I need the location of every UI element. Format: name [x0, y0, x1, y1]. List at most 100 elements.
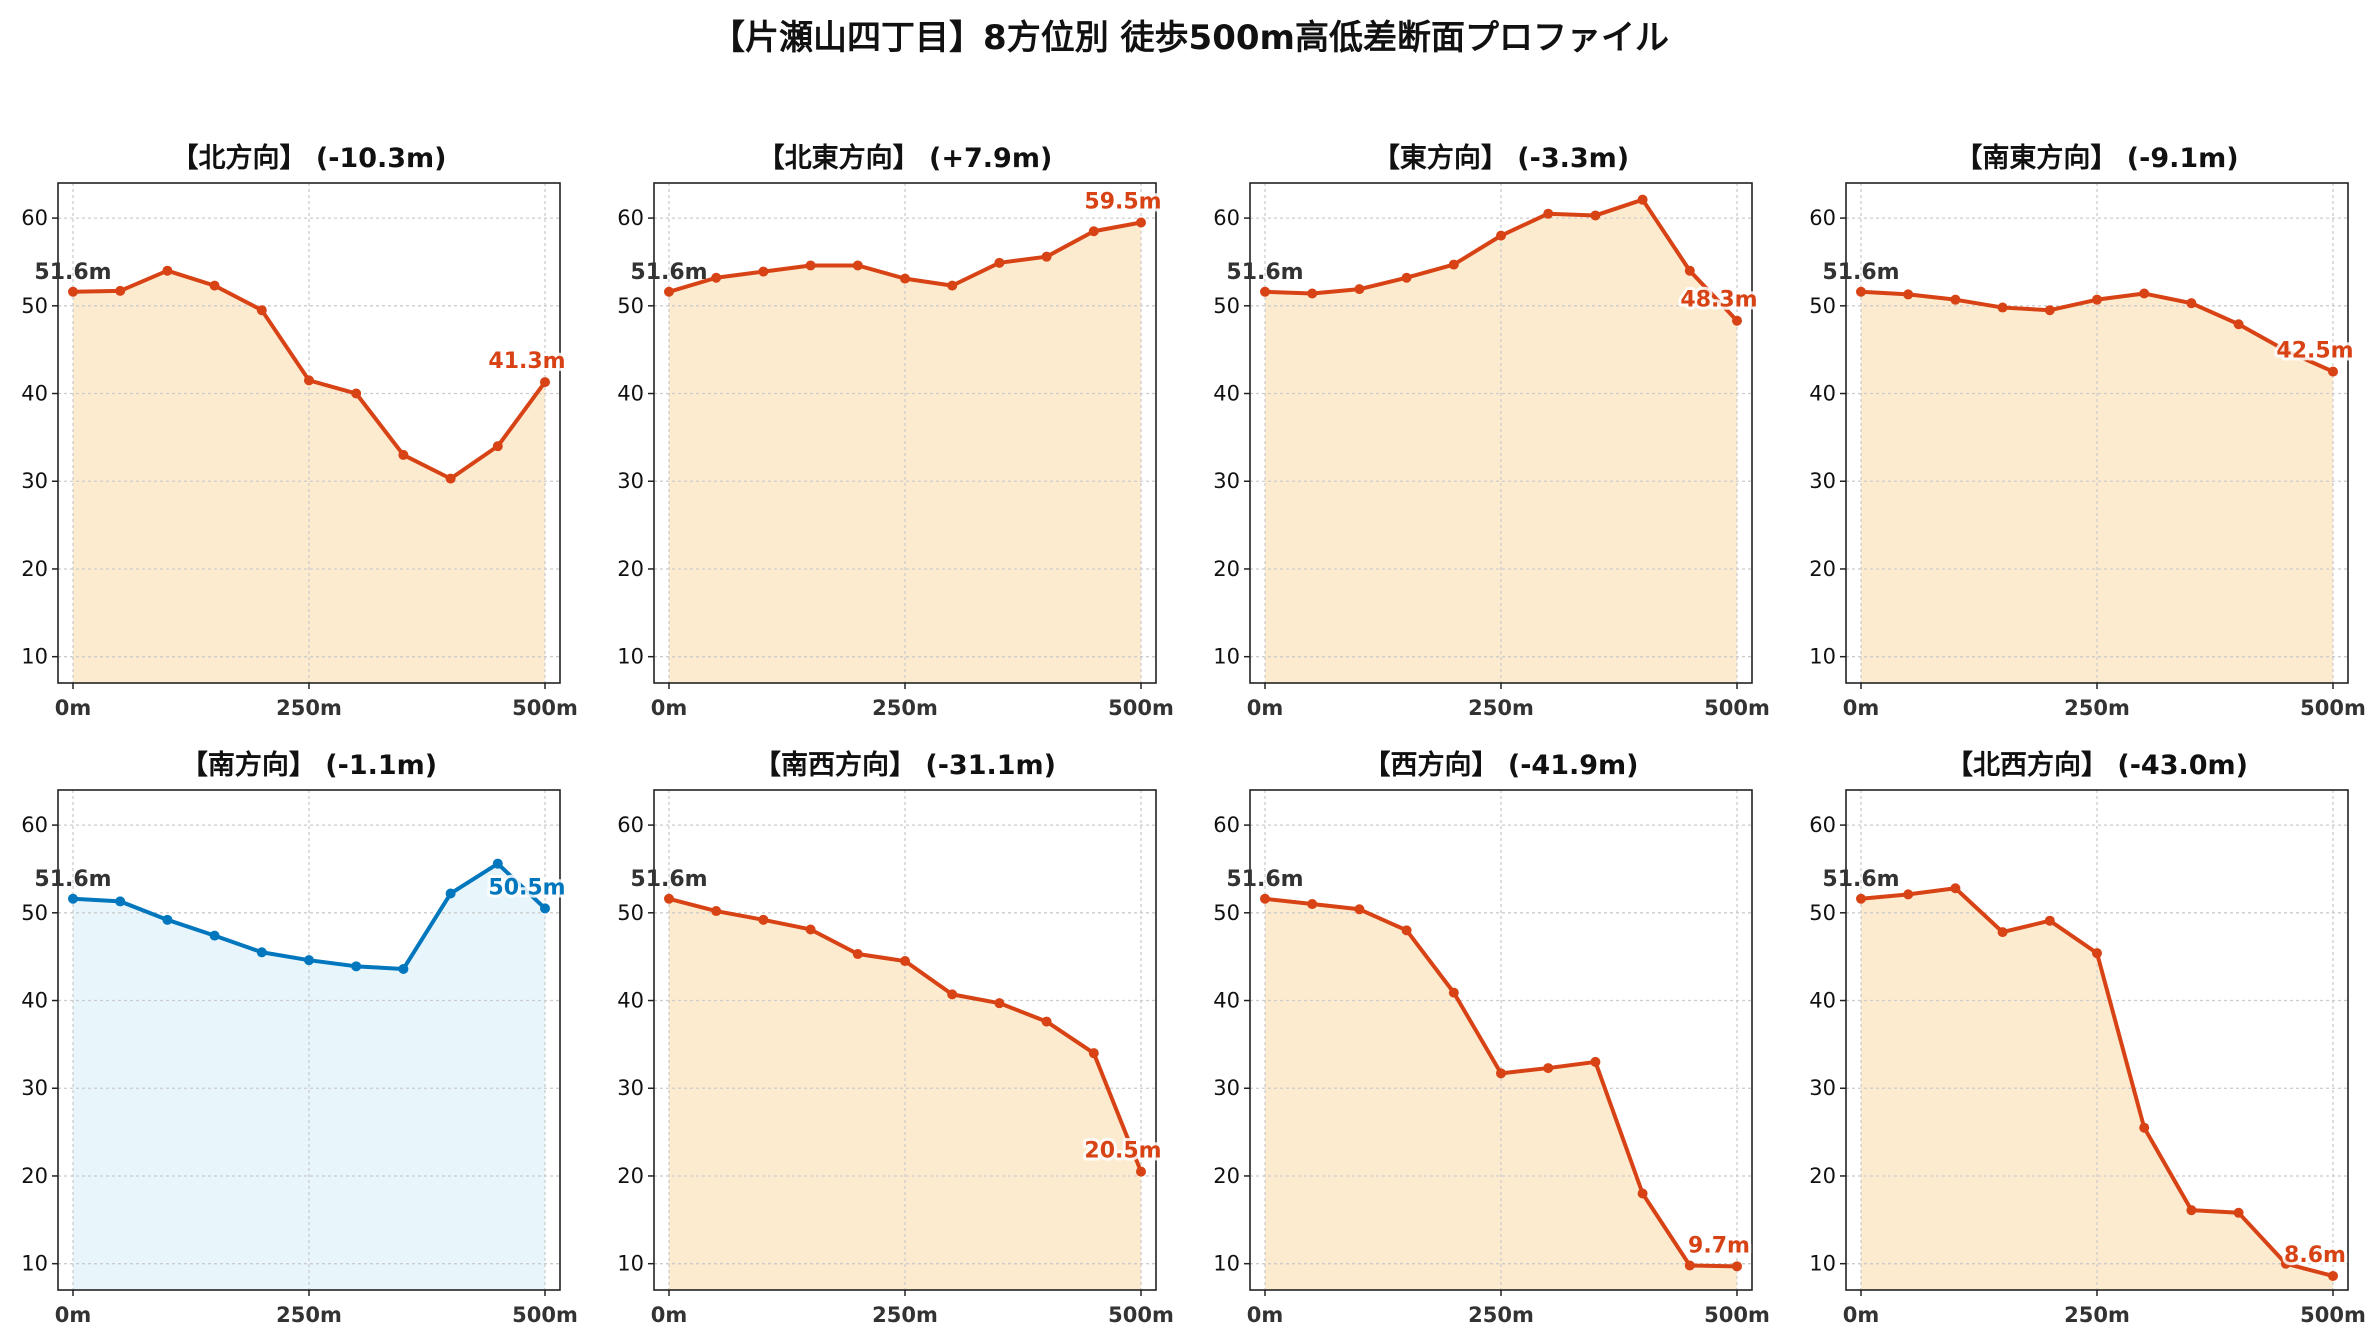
start-elevation-label: 51.6m: [630, 867, 707, 892]
profile-panel: 10 20 30 40 50 60 0m 250m 500m 【南西方向】 (-31.1m) 51.…: [617, 749, 1174, 1327]
data-point: [711, 272, 722, 283]
y-tick-label: 20: [1213, 557, 1240, 581]
data-point: [2280, 1258, 2291, 1269]
x-tick-label: 500m: [2300, 696, 2366, 720]
y-tick-label: 20: [617, 1164, 644, 1188]
data-point: [445, 888, 456, 899]
data-point: [805, 924, 816, 935]
y-tick-label: 20: [617, 557, 644, 581]
data-point: [398, 449, 409, 460]
y-tick-label: 20: [1809, 557, 1836, 581]
end-elevation-label-halo: 20.5m: [1084, 1139, 1161, 1164]
y-tick-label: 30: [617, 1076, 644, 1100]
data-point: [1590, 210, 1601, 221]
x-tick-label: 0m: [55, 696, 92, 720]
data-point: [1496, 230, 1506, 241]
y-tick-label: 50: [1809, 901, 1836, 925]
y-tick-label: 30: [21, 1076, 48, 1100]
data-point: [1684, 265, 1695, 276]
end-elevation-label: 8.6m: [2284, 1243, 2346, 1268]
x-tick-label: 250m: [276, 696, 342, 720]
figure-title: 【片瀬山四丁目】8方位別 徒歩500m高低差断面プロファイル: [711, 18, 1669, 58]
data-point: [1997, 302, 2008, 313]
end-elevation-label-halo: 8.6m: [2284, 1243, 2346, 1268]
end-elevation-label-halo: 41.3m: [488, 349, 565, 374]
data-point: [162, 914, 173, 925]
data-point: [1543, 1063, 1554, 1074]
data-point: [1260, 286, 1270, 297]
data-point: [2233, 319, 2244, 330]
y-tick-label: 20: [1809, 1164, 1836, 1188]
y-tick-label: 60: [617, 813, 644, 837]
end-elevation-label: 20.5m: [1084, 1139, 1161, 1164]
y-tick-label: 40: [1213, 989, 1240, 1013]
end-elevation-label: 41.3m: [488, 349, 565, 374]
data-point: [1260, 893, 1270, 904]
data-point: [1448, 259, 1459, 270]
x-tick-label: 0m: [1843, 696, 1880, 720]
data-point: [2328, 366, 2338, 377]
profile-area: [1861, 291, 2333, 683]
data-point: [1041, 1016, 1052, 1027]
y-tick-label: 10: [1809, 645, 1836, 669]
x-tick-label: 0m: [651, 1303, 688, 1327]
x-tick-label: 500m: [1704, 1303, 1770, 1327]
data-point: [758, 914, 769, 925]
data-point: [1543, 208, 1554, 219]
data-point: [2328, 1270, 2338, 1281]
profile-area: [669, 222, 1141, 683]
end-elevation-label-halo: 48.3m: [1680, 288, 1757, 313]
x-tick-label: 250m: [276, 1303, 342, 1327]
data-point: [492, 441, 503, 452]
data-point: [2044, 915, 2055, 926]
start-elevation-label: 51.6m: [630, 260, 707, 285]
end-elevation-label-halo: 59.5m: [1084, 189, 1161, 214]
y-tick-label: 10: [1213, 645, 1240, 669]
data-point: [1496, 1068, 1506, 1079]
x-tick-label: 250m: [2064, 696, 2130, 720]
profile-area: [1861, 888, 2333, 1290]
data-point: [445, 473, 456, 484]
y-tick-label: 10: [1809, 1252, 1836, 1276]
data-point: [900, 273, 910, 284]
data-point: [1354, 904, 1365, 915]
data-point: [1903, 889, 1914, 900]
data-point: [1637, 1188, 1648, 1199]
data-point: [1354, 284, 1365, 295]
data-point: [209, 280, 220, 291]
data-point: [1088, 1048, 1099, 1059]
y-tick-label: 40: [1809, 989, 1836, 1013]
y-tick-label: 50: [1809, 294, 1836, 318]
y-tick-label: 10: [21, 1252, 48, 1276]
data-point: [852, 260, 863, 271]
y-tick-label: 50: [1213, 294, 1240, 318]
panel-title: 【北方向】 (-10.3m): [171, 142, 446, 174]
data-point: [805, 260, 816, 271]
y-tick-label: 40: [21, 989, 48, 1013]
y-tick-label: 40: [617, 382, 644, 406]
data-point: [1856, 286, 1866, 297]
panel-title: 【北東方向】 (+7.9m): [758, 142, 1053, 174]
start-elevation-label: 51.6m: [1822, 867, 1899, 892]
end-elevation-label: 9.7m: [1688, 1233, 1750, 1258]
data-point: [758, 266, 769, 277]
y-tick-label: 20: [21, 557, 48, 581]
data-point: [1684, 1260, 1695, 1271]
y-tick-label: 30: [21, 469, 48, 493]
data-point: [900, 956, 910, 967]
x-tick-label: 0m: [1843, 1303, 1880, 1327]
data-point: [1088, 226, 1099, 237]
start-elevation-label: 51.6m: [1822, 260, 1899, 285]
y-tick-label: 50: [617, 901, 644, 925]
x-tick-label: 500m: [1704, 696, 1770, 720]
data-point: [115, 896, 126, 907]
end-elevation-label-halo: 50.5m: [488, 875, 565, 900]
data-point: [711, 906, 722, 917]
profile-panel: 10 20 30 40 50 60 0m 250m 500m 【西方向】 (-41.9m) 51.6…: [1213, 749, 1770, 1327]
data-point: [2280, 345, 2291, 356]
data-point: [852, 949, 863, 960]
x-tick-label: 500m: [1108, 1303, 1174, 1327]
y-tick-label: 30: [1809, 1076, 1836, 1100]
y-tick-label: 60: [21, 813, 48, 837]
